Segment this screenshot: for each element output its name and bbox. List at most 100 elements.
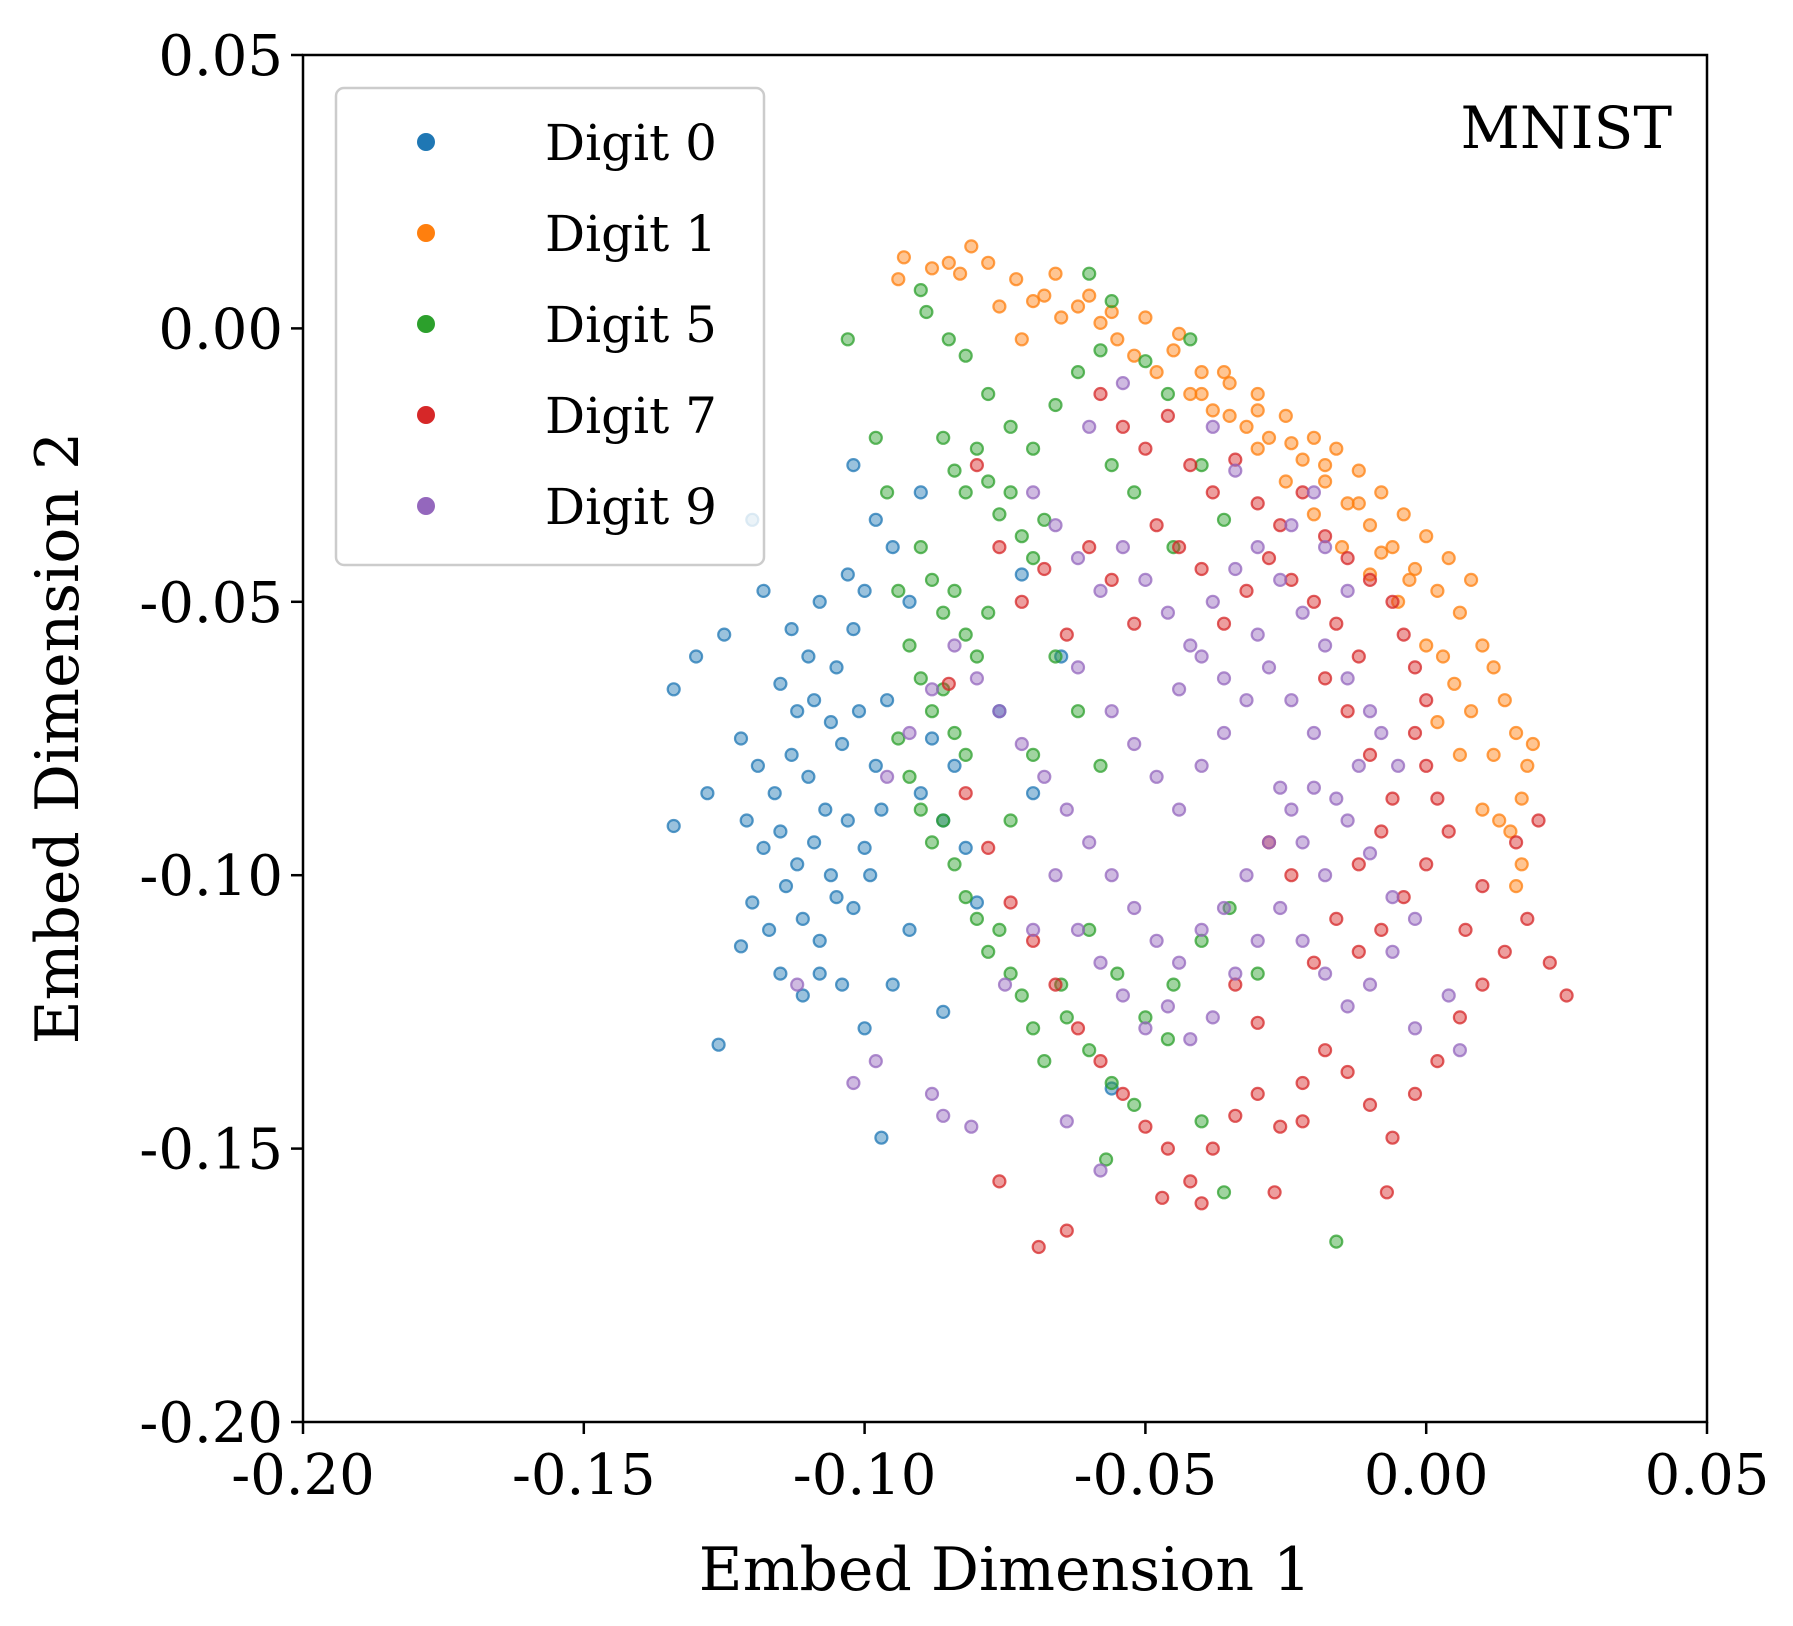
scatter-point <box>1149 365 1164 380</box>
scatter-point <box>1059 1010 1074 1025</box>
scatter-point <box>997 977 1013 992</box>
scatter-point <box>969 911 985 927</box>
scatter-point <box>936 605 951 620</box>
scatter-point <box>1250 386 1265 402</box>
y-axis-ticks: -0.20 -0.15 -0.10 -0.05 0.00 0.05 <box>139 24 303 1456</box>
scatter-point <box>1284 436 1299 451</box>
scatter-point <box>761 922 777 938</box>
scatter-point <box>1093 758 1108 773</box>
scatter-point <box>1048 977 1063 992</box>
legend: Digit 0 Digit 1 Digit 5 Digit 7 Digit 9 <box>334 86 766 567</box>
scatter-point <box>958 627 973 642</box>
scatter-point <box>1048 266 1063 281</box>
scatter-point <box>1082 288 1097 303</box>
scatter-point <box>1396 627 1411 642</box>
x-tick-label: -0.10 <box>793 1443 937 1508</box>
scatter-point <box>1250 441 1265 456</box>
scatter-point <box>992 704 1007 719</box>
scatter-point <box>1295 835 1310 850</box>
scatter-point <box>913 485 928 500</box>
scatter-point <box>936 813 951 828</box>
scatter-point <box>1284 693 1299 708</box>
scatter-point <box>1160 408 1176 423</box>
scatter-point <box>1250 403 1265 418</box>
scatter-point <box>1351 944 1366 959</box>
scatter-point <box>1194 649 1209 664</box>
scatter-point <box>891 272 906 287</box>
scatter-point <box>829 889 844 905</box>
scatter-point <box>958 786 973 801</box>
scatter-point <box>1351 649 1366 664</box>
scatter-point <box>784 621 799 637</box>
scatter-point <box>1025 441 1041 456</box>
scatter-point <box>879 485 895 500</box>
legend-marker <box>417 497 435 515</box>
scatter-point <box>1183 458 1198 473</box>
scatter-point <box>778 878 794 894</box>
scatter-point <box>1127 900 1142 916</box>
scatter-point <box>1486 747 1501 763</box>
scatter-point <box>1093 955 1108 970</box>
scatter-point <box>879 769 895 784</box>
scatter-point <box>846 458 861 473</box>
scatter-point <box>1273 900 1288 916</box>
scatter-point <box>1082 1043 1097 1058</box>
scatter-point <box>1205 485 1220 500</box>
scatter-point <box>1104 704 1119 719</box>
scatter-point <box>1340 704 1355 719</box>
scatter-point <box>846 900 861 916</box>
scatter-point <box>1514 791 1529 806</box>
scatter-point <box>1160 1141 1176 1156</box>
scatter-point <box>1520 758 1535 773</box>
scatter-point <box>1104 1075 1119 1091</box>
scatter-point <box>1205 1141 1220 1156</box>
scatter-point <box>1014 567 1029 582</box>
scatter-point <box>1306 955 1322 970</box>
scatter-point <box>1194 922 1209 938</box>
scatter-point <box>1014 332 1029 347</box>
scatter-point <box>1362 572 1378 588</box>
scatter-point <box>823 714 839 730</box>
scatter-point <box>891 731 906 746</box>
legend-label: Digit 7 <box>545 387 717 445</box>
scatter-point <box>1362 1097 1378 1113</box>
scatter-point <box>868 512 883 527</box>
scatter-point <box>1093 343 1108 358</box>
scatter-point <box>1250 1015 1265 1030</box>
scatter-point <box>1070 299 1086 314</box>
scatter-point <box>924 1086 940 1102</box>
scatter-point <box>1351 496 1366 511</box>
scatter-point <box>1419 693 1434 708</box>
scatter-point <box>1250 496 1265 511</box>
scatter-point <box>969 458 985 473</box>
scatter-point <box>1503 824 1518 839</box>
scatter-point <box>1037 1053 1052 1069</box>
scatter-point <box>1317 671 1333 686</box>
scatter-point <box>1104 458 1119 473</box>
scatter-point <box>1340 583 1355 599</box>
legend-box <box>334 86 766 567</box>
scatter-point <box>1340 999 1355 1014</box>
scatter-point <box>1362 747 1378 763</box>
scatter-point <box>790 857 805 872</box>
scatter-point <box>1559 988 1574 1003</box>
scatter-point <box>1194 933 1209 948</box>
scatter-point <box>1250 627 1265 642</box>
scatter-point <box>863 868 878 883</box>
scatter-point <box>1306 725 1322 741</box>
scatter-point <box>750 758 766 773</box>
scatter-point <box>1138 1119 1153 1134</box>
scatter-point <box>969 895 985 910</box>
scatter-point <box>1037 512 1052 527</box>
scatter-point <box>1452 605 1468 620</box>
scatter-point <box>1385 791 1400 806</box>
scatter-point <box>936 1004 951 1020</box>
scatter-point <box>1025 485 1041 500</box>
scatter-point <box>818 802 833 817</box>
scatter-point <box>1160 386 1176 402</box>
scatter-point <box>773 824 788 839</box>
scatter-point <box>1295 452 1310 467</box>
scatter-point <box>1441 988 1456 1003</box>
scatter-point <box>1093 1053 1108 1069</box>
scatter-point <box>1362 704 1378 719</box>
